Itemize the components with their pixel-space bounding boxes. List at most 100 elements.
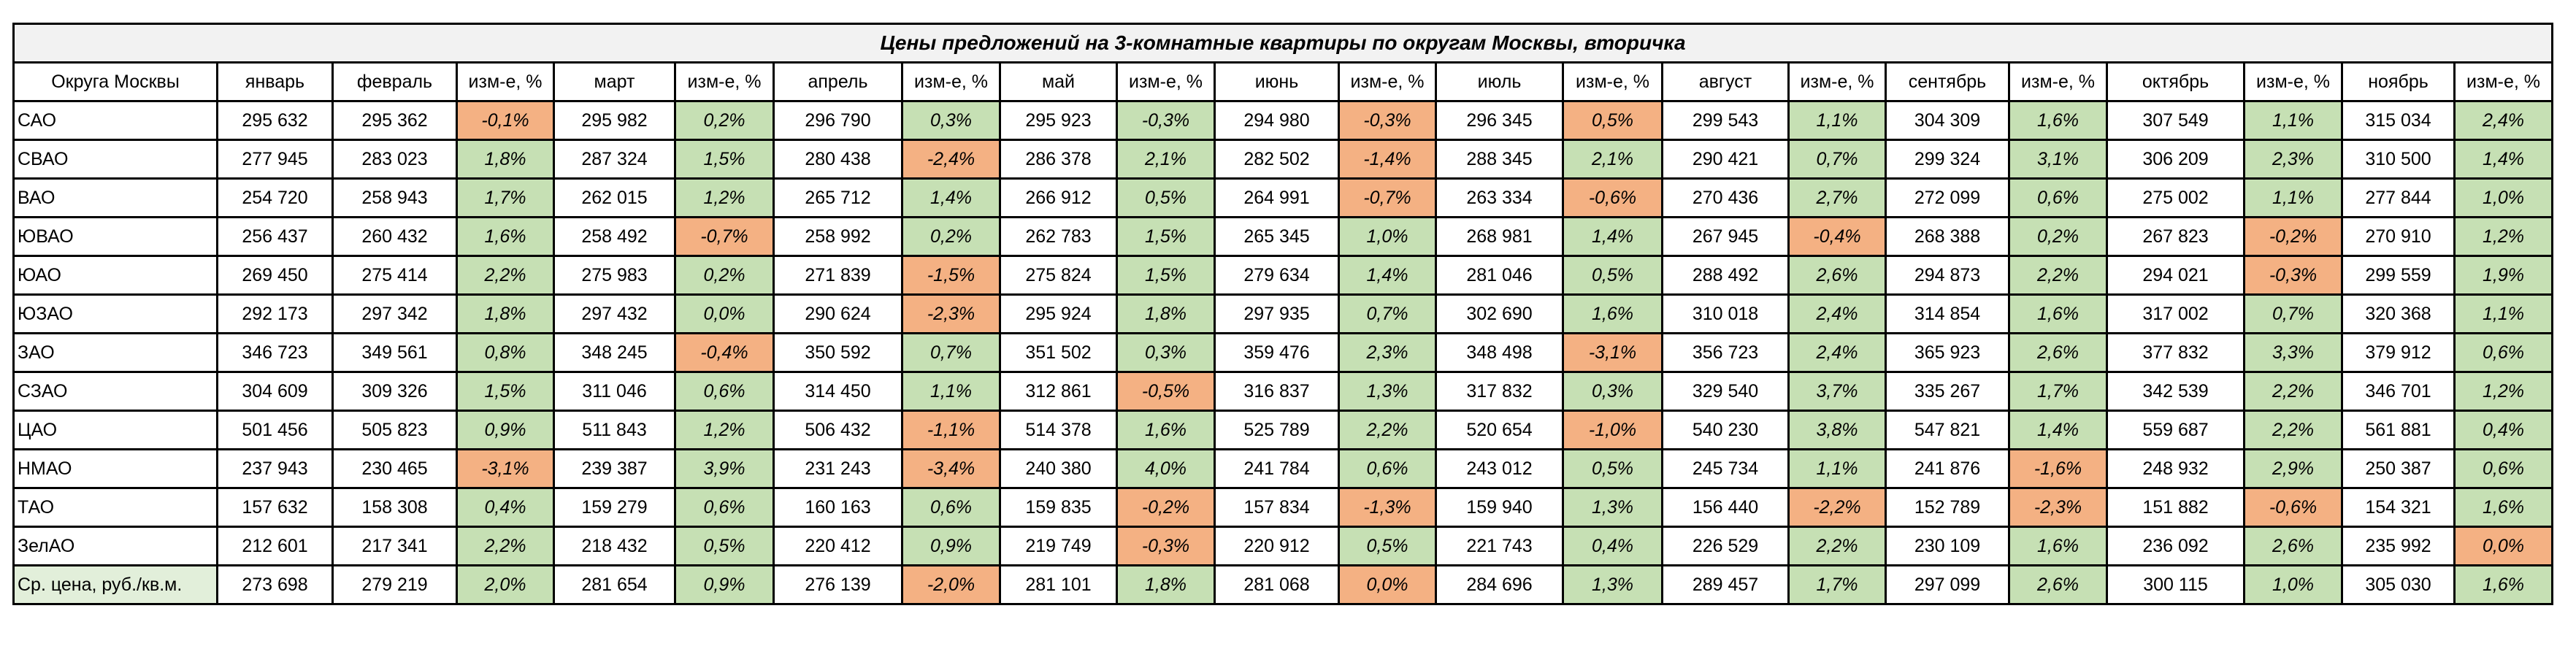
price-cell: 157 632 bbox=[216, 487, 334, 528]
price-cell: 286 378 bbox=[999, 139, 1118, 180]
change-positive-cell: 1,0% bbox=[2243, 564, 2343, 605]
change-negative-cell: -1,3% bbox=[1338, 487, 1437, 528]
change-negative-cell: -1,4% bbox=[1338, 139, 1437, 180]
price-table: Цены предложений на 3-комнатные квартиры… bbox=[12, 23, 2553, 605]
change-negative-cell: -2,2% bbox=[1787, 487, 1887, 528]
price-cell: 268 388 bbox=[1885, 216, 2010, 257]
change-positive-cell: 0,3% bbox=[901, 100, 1001, 141]
change-positive-cell: 2,2% bbox=[2243, 371, 2343, 412]
price-cell: 281 101 bbox=[999, 564, 1118, 605]
table-row: ЮАО 269 450 275 414 2,2% 275 983 0,2% 271 839-… bbox=[12, 255, 2553, 296]
price-cell: 258 943 bbox=[331, 177, 458, 218]
change-positive-cell: 0,6% bbox=[1338, 448, 1437, 489]
price-cell: 241 784 bbox=[1214, 448, 1340, 489]
price-cell: 230 465 bbox=[331, 448, 458, 489]
change-negative-cell: -0,1% bbox=[456, 100, 555, 141]
change-positive-cell: 1,2% bbox=[2453, 371, 2553, 412]
change-positive-cell: 0,7% bbox=[901, 332, 1001, 373]
price-cell: 275 824 bbox=[999, 255, 1118, 296]
price-cell: 284 696 bbox=[1435, 564, 1564, 605]
header-change: изм-е, % bbox=[456, 61, 555, 102]
price-cell: 540 230 bbox=[1661, 410, 1790, 450]
change-positive-cell: 1,8% bbox=[456, 293, 555, 334]
change-negative-cell: -3,1% bbox=[456, 448, 555, 489]
change-positive-cell: 0,9% bbox=[901, 526, 1001, 566]
change-positive-cell: 1,0% bbox=[1338, 216, 1437, 257]
change-negative-cell: -3,4% bbox=[901, 448, 1001, 489]
district-name: СЗАО bbox=[12, 371, 218, 412]
change-positive-cell: 0,2% bbox=[674, 100, 775, 141]
price-cell: 506 432 bbox=[773, 410, 903, 450]
price-cell: 297 342 bbox=[331, 293, 458, 334]
change-positive-cell: 2,6% bbox=[1787, 255, 1887, 296]
price-cell: 262 015 bbox=[553, 177, 676, 218]
price-cell: 277 945 bbox=[216, 139, 334, 180]
change-negative-cell: -0,7% bbox=[1338, 177, 1437, 218]
change-positive-cell: 2,9% bbox=[2243, 448, 2343, 489]
header-change: изм-е, % bbox=[2453, 61, 2553, 102]
price-cell: 269 450 bbox=[216, 255, 334, 296]
price-cell: 310 018 bbox=[1661, 293, 1790, 334]
district-name: ЦАО bbox=[12, 410, 218, 450]
change-negative-cell: -1,5% bbox=[901, 255, 1001, 296]
price-cell: 159 835 bbox=[999, 487, 1118, 528]
change-positive-cell: 1,3% bbox=[1562, 487, 1663, 528]
change-positive-cell: 1,1% bbox=[1787, 100, 1887, 141]
price-cell: 311 046 bbox=[553, 371, 676, 412]
price-cell: 273 698 bbox=[216, 564, 334, 605]
price-cell: 348 245 bbox=[553, 332, 676, 373]
price-cell: 299 324 bbox=[1885, 139, 2010, 180]
price-cell: 511 843 bbox=[553, 410, 676, 450]
price-cell: 263 334 bbox=[1435, 177, 1564, 218]
price-cell: 320 368 bbox=[2341, 293, 2456, 334]
change-negative-cell: 0,0% bbox=[1338, 564, 1437, 605]
change-positive-cell: 1,7% bbox=[1787, 564, 1887, 605]
price-cell: 297 432 bbox=[553, 293, 676, 334]
price-cell: 159 279 bbox=[553, 487, 676, 528]
table-row: ЗАО 346 723 349 561 0,8% 348 245 -0,4% 350 592… bbox=[12, 332, 2553, 373]
price-cell: 296 790 bbox=[773, 100, 903, 141]
price-cell: 266 912 bbox=[999, 177, 1118, 218]
change-negative-cell: -1,1% bbox=[901, 410, 1001, 450]
price-cell: 305 030 bbox=[2341, 564, 2456, 605]
change-positive-cell: 1,6% bbox=[1116, 410, 1216, 450]
change-positive-cell: 0,5% bbox=[1562, 255, 1663, 296]
change-positive-cell: 2,6% bbox=[2008, 564, 2108, 605]
price-cell: 258 992 bbox=[773, 216, 903, 257]
change-positive-cell: 3,8% bbox=[1787, 410, 1887, 450]
table-row: ЗелАО 212 601 217 341 2,2% 218 432 0,5% 220 41… bbox=[12, 526, 2553, 566]
price-cell: 241 876 bbox=[1885, 448, 2010, 489]
header-change: изм-е, % bbox=[1787, 61, 1887, 102]
price-cell: 271 839 bbox=[773, 255, 903, 296]
table-body: САО 295 632 295 362 -0,1% 295 982 0,2% 296 790… bbox=[12, 100, 2553, 605]
price-cell: 350 592 bbox=[773, 332, 903, 373]
table-row: ВАО 254 720 258 943 1,7% 262 015 1,2% 265 712 1… bbox=[12, 177, 2553, 218]
change-positive-cell: 1,6% bbox=[2008, 526, 2108, 566]
price-cell: 236 092 bbox=[2106, 526, 2245, 566]
table-row: ЮВАО 256 437 260 432 1,6% 258 492 -0,7% 258 99… bbox=[12, 216, 2553, 257]
change-positive-cell: 0,5% bbox=[1338, 526, 1437, 566]
price-cell: 270 910 bbox=[2341, 216, 2456, 257]
change-negative-cell: -0,2% bbox=[1116, 487, 1216, 528]
price-cell: 310 500 bbox=[2341, 139, 2456, 180]
change-negative-cell: -0,2% bbox=[2243, 216, 2343, 257]
change-positive-cell: 0,8% bbox=[456, 332, 555, 373]
price-cell: 275 002 bbox=[2106, 177, 2245, 218]
price-cell: 348 498 bbox=[1435, 332, 1564, 373]
header-month: март bbox=[553, 61, 676, 102]
price-cell: 342 539 bbox=[2106, 371, 2245, 412]
change-positive-cell: 1,4% bbox=[1562, 216, 1663, 257]
price-cell: 276 139 bbox=[773, 564, 903, 605]
change-positive-cell: 0,4% bbox=[456, 487, 555, 528]
change-positive-cell: 2,6% bbox=[2008, 332, 2108, 373]
change-negative-cell: -0,6% bbox=[2243, 487, 2343, 528]
price-cell: 235 992 bbox=[2341, 526, 2456, 566]
price-cell: 243 012 bbox=[1435, 448, 1564, 489]
change-negative-cell: -0,5% bbox=[1116, 371, 1216, 412]
change-positive-cell: 1,1% bbox=[2453, 293, 2553, 334]
change-negative-cell: -0,3% bbox=[1338, 100, 1437, 141]
header-month: январь bbox=[216, 61, 334, 102]
change-positive-cell: 3,7% bbox=[1787, 371, 1887, 412]
price-cell: 158 308 bbox=[331, 487, 458, 528]
change-positive-cell: 0,2% bbox=[901, 216, 1001, 257]
